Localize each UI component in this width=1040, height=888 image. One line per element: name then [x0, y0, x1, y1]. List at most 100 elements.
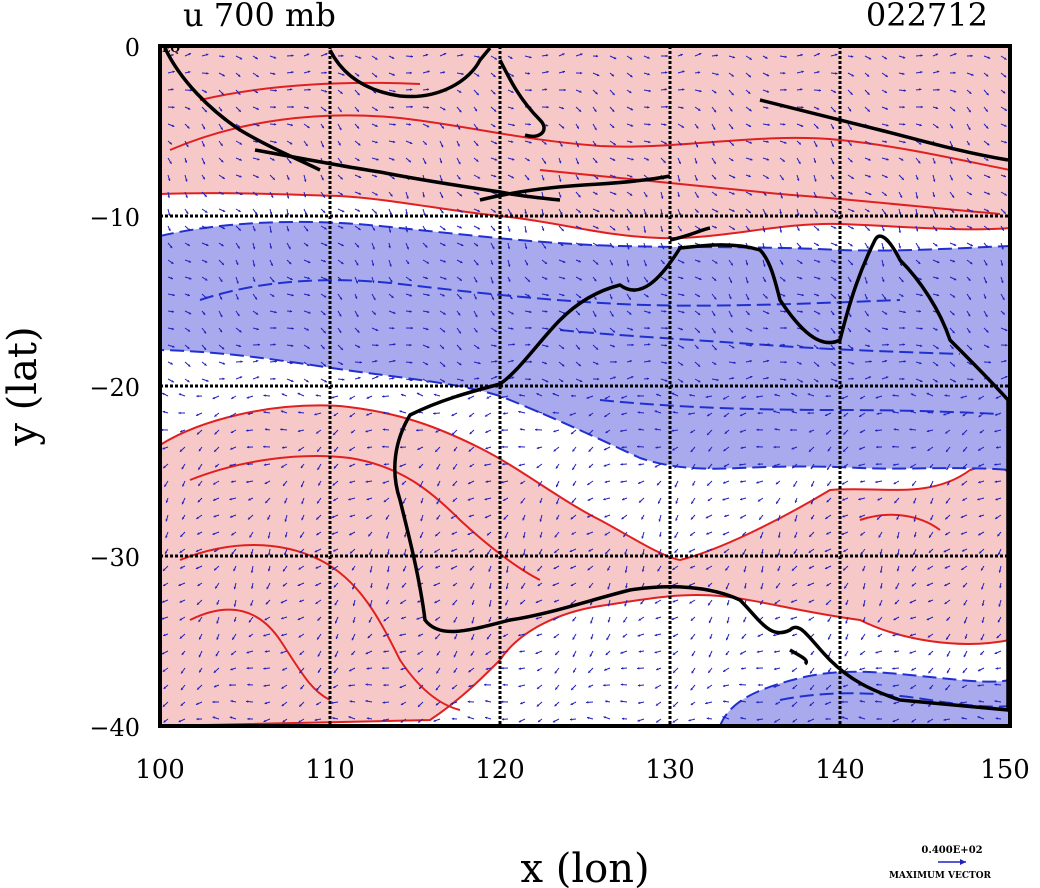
wind-vector-head [375, 124, 378, 127]
wind-vector-head [332, 717, 335, 720]
wind-vector-head [825, 516, 828, 519]
wind-vector-head [877, 498, 880, 501]
wind-vector-head [963, 602, 966, 606]
wind-vector-head [946, 467, 949, 470]
wind-vector-head [910, 633, 913, 637]
wind-vector-head [352, 603, 356, 606]
wind-vector-head [867, 344, 870, 348]
wind-vector-head [440, 178, 443, 182]
wind-vector-head [1000, 263, 1004, 266]
wind-vector-head [349, 397, 352, 400]
wind-vector-head [664, 88, 667, 91]
wind-vector-head [420, 500, 424, 504]
wind-vector-head [630, 124, 634, 127]
wind-vector-head [742, 552, 745, 555]
wind-vector-head [936, 260, 940, 264]
wind-vector-head [435, 687, 439, 691]
wind-vector-head [969, 261, 973, 265]
wind-vector-head [427, 70, 430, 73]
wind-vector-head [511, 140, 514, 143]
wind-vector-head [629, 57, 633, 60]
wind-vector-head [851, 226, 854, 230]
wind-vector-head [539, 500, 542, 504]
wind-vector-head [962, 685, 965, 688]
wind-vector-head [876, 683, 879, 686]
wind-vector-head [553, 566, 557, 569]
wind-vector-head [739, 430, 743, 433]
wind-vector-head [341, 243, 344, 247]
wind-vector-head [858, 716, 862, 719]
wind-vector-head [807, 719, 811, 723]
wind-vector-head [162, 669, 166, 672]
wind-vector-head [222, 55, 225, 58]
wind-vector-head [555, 652, 558, 655]
wind-vector-head [419, 535, 423, 539]
wind-vector-head [433, 719, 436, 722]
wind-vector-head [535, 600, 539, 603]
wind-vector-head [595, 176, 599, 180]
wind-vector-head [230, 700, 233, 703]
wind-vector-head [722, 532, 726, 536]
wind-vector-head [779, 230, 783, 233]
wind-vector-head [569, 413, 572, 416]
wind-vector-head [800, 261, 803, 264]
wind-vector-head [913, 519, 916, 522]
wind-vector-head [409, 310, 412, 313]
wind-vector-head [969, 347, 972, 350]
wind-vector-head [843, 432, 846, 435]
wind-vector-head [844, 653, 847, 657]
wind-vector-head [487, 552, 490, 555]
wind-vector-head [917, 160, 921, 164]
wind-vector-head [272, 279, 275, 283]
wind-vector-head [935, 53, 939, 56]
wind-vector-head [886, 158, 889, 161]
coastline-timor [669, 226, 711, 242]
wind-vector-head [382, 395, 385, 398]
wind-vector-head [1003, 174, 1006, 178]
wind-vector-head [919, 88, 922, 91]
wind-vector-head [715, 54, 718, 57]
wind-vector-head [197, 499, 201, 503]
wind-vector-head [777, 553, 781, 556]
wind-vector-head [470, 653, 474, 656]
wind-vector-head [452, 432, 455, 435]
wind-vector-head [357, 209, 360, 212]
wind-vector-head [586, 701, 589, 704]
wind-vector-head [784, 360, 787, 364]
wind-vector-head [219, 108, 222, 112]
wind-vector-head [792, 465, 795, 469]
wind-vector-head [501, 445, 504, 449]
wind-vector-head [468, 669, 471, 673]
wind-vector-head [552, 583, 555, 586]
wind-vector-head [389, 212, 392, 215]
wind-vector-head [895, 586, 898, 590]
wind-vector-head [265, 500, 268, 504]
wind-vector-head [831, 161, 835, 165]
wind-vector-head [851, 209, 855, 212]
max-vector-arrowhead [960, 859, 966, 865]
wind-vector-head [554, 671, 557, 674]
wind-vector-head [749, 375, 753, 379]
wind-vector-head [195, 549, 199, 552]
wind-vector-head [518, 410, 521, 414]
wind-vector-head [535, 428, 538, 431]
wind-vector-head [366, 717, 370, 720]
wind-vector-head [692, 483, 695, 486]
wind-vector-head [399, 410, 402, 413]
wind-vector-head [571, 532, 574, 535]
wind-vector-head [477, 209, 480, 212]
wind-vector-head [708, 602, 711, 606]
wind-vector-head [588, 549, 591, 552]
wind-vector-head [952, 330, 955, 334]
wind-vector-head [372, 228, 375, 231]
wind-vector-head [637, 445, 640, 448]
wind-vector-head [237, 313, 240, 317]
wind-vector-head [986, 345, 990, 348]
wind-vector-head [239, 329, 242, 333]
wind-vector-head [998, 604, 1001, 607]
wind-vector-head [220, 127, 223, 130]
wind-vector-head [393, 311, 396, 314]
wind-vector-head [826, 499, 829, 503]
wind-vector-head [418, 720, 421, 723]
wind-vector-head [340, 347, 343, 350]
